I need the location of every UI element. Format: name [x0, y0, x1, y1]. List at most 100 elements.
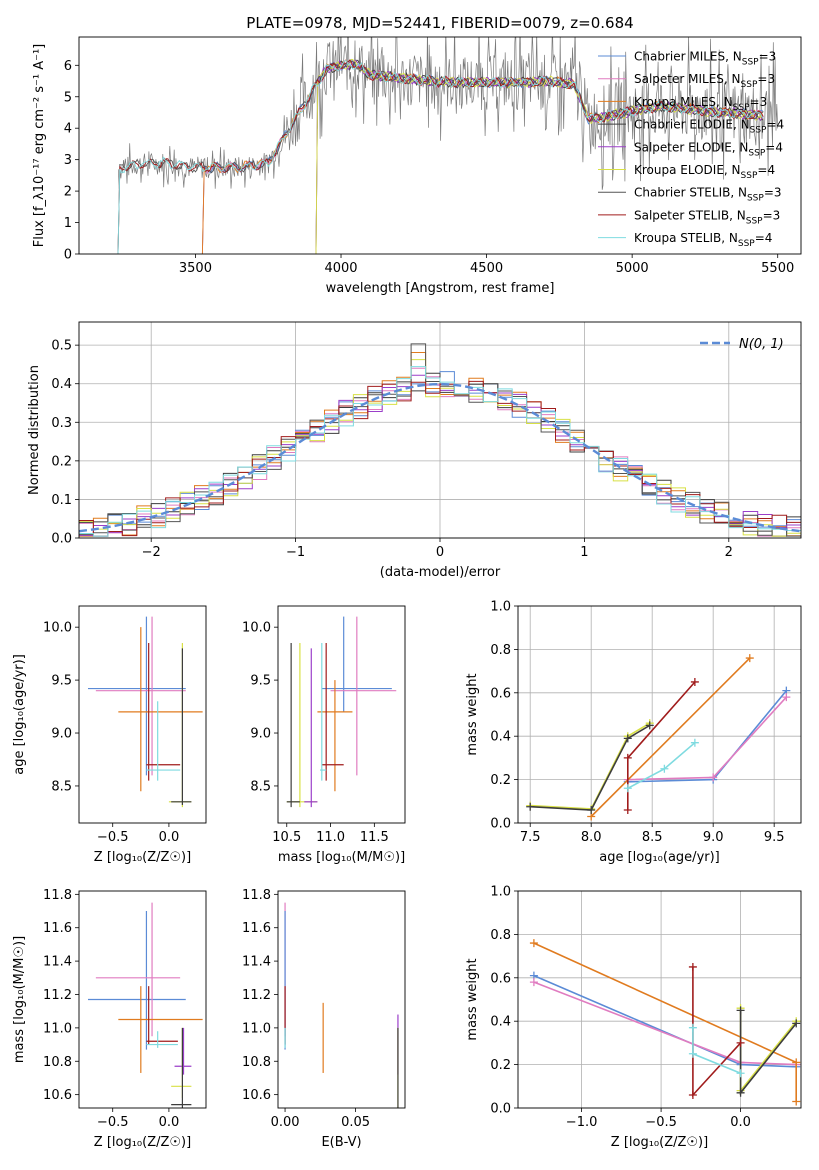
- errorbar-point: [286, 643, 300, 808]
- errorbar-point: [330, 616, 397, 776]
- y-tick-label: 1.0: [490, 885, 511, 900]
- errorbar-point: [171, 648, 192, 806]
- legend-entry: Kroupa STELIB, NSSP=4: [634, 231, 772, 249]
- axes-frame: [517, 890, 802, 1109]
- weight-line: [530, 724, 651, 811]
- x-tick-label: 10.5: [272, 830, 301, 845]
- weight-marker: [736, 1088, 745, 1097]
- x-axis-label: Z [log₁₀(Z/Z☉)]: [94, 850, 191, 865]
- y-tick-label: 0.8: [490, 643, 511, 658]
- x-tick-label: 0.05: [341, 1115, 370, 1130]
- histogram-salpeter-stelib: [79, 380, 801, 537]
- y-tick-label: 0.0: [490, 1102, 511, 1117]
- plot-area: [117, 37, 779, 254]
- y-tick-label: 11.0: [43, 1021, 72, 1036]
- y-axis-label: Flux [f_λ10⁻¹⁷ erg cm⁻² s⁻¹ A⁻¹]: [32, 44, 47, 248]
- x-tick-label: 0.00: [271, 1115, 300, 1130]
- x-tick-label: 5500: [761, 261, 794, 276]
- x-tick-label: 3500: [179, 261, 212, 276]
- legend-entry: Salpeter ELODIE, NSSP=4: [634, 140, 783, 158]
- y-tick-label: 11.6: [242, 921, 271, 936]
- axes-residuals: −2 −1 0 1 2 0.0 0.1 0.2 0.3 0.4 0.5 (data-model)/er…: [27, 321, 802, 580]
- y-tick-label: 0.0: [490, 817, 511, 832]
- errorbar-point: [317, 680, 353, 792]
- weight-line: [590, 657, 751, 818]
- x-tick-label: 7.5: [520, 830, 541, 845]
- x-axis-label: Z [log₁₀(Z/Z☉)]: [611, 1135, 708, 1150]
- x-axis-label: age [log₁₀(age/yr)]: [599, 850, 720, 865]
- y-tick-label: 0.4: [490, 730, 511, 745]
- x-tick-label: 8.0: [581, 830, 602, 845]
- x-tick-label: −0.5: [645, 1115, 677, 1130]
- errorbar-point: [87, 911, 186, 1050]
- y-tick-label: 4: [64, 122, 72, 137]
- axes-frame: [78, 321, 802, 539]
- y-tick-label: 6: [64, 59, 72, 74]
- y-tick-label: 8.5: [51, 779, 72, 794]
- weight-marker: [792, 1019, 801, 1028]
- plot-area: [79, 343, 801, 537]
- errorbar-point: [146, 986, 178, 1045]
- errorbar-point: [146, 1031, 178, 1048]
- weight-line: [627, 696, 787, 781]
- axes-mass-age: 10.5 11.0 11.5 8.5 9.0 9.5 10.0 mass [log₁₀(M/M…: [242, 605, 406, 865]
- y-tick-label: 0.6: [490, 686, 511, 701]
- plot-area: [87, 616, 203, 808]
- y-tick-label: 9.5: [250, 674, 271, 689]
- y-tick-label: 10.8: [43, 1055, 72, 1070]
- y-tick-label: 0.5: [51, 339, 72, 354]
- x-tick-label: 11.5: [360, 830, 389, 845]
- y-tick-label: 9.5: [51, 674, 72, 689]
- errorbar-point: [87, 616, 186, 776]
- axes-z-age: −0.5 0.0 8.5 9.0 9.5 10.0 Z [log₁₀(Z/Z☉)] age […: [12, 605, 207, 865]
- x-tick-label: 11.0: [316, 830, 345, 845]
- weight-marker: [792, 1058, 801, 1067]
- y-tick-label: 10.0: [242, 621, 271, 636]
- errorbar-point: [118, 627, 203, 792]
- x-tick-label: 8.5: [642, 830, 663, 845]
- weight-line: [533, 981, 797, 1066]
- plot-area: [284, 902, 399, 1108]
- y-tick-label: 0.6: [490, 971, 511, 986]
- weight-marker: [782, 693, 791, 702]
- x-tick-label: 0: [436, 545, 444, 560]
- weight-marker: [623, 753, 632, 762]
- x-tick-label: −2: [142, 545, 161, 560]
- y-tick-label: 11.8: [43, 888, 72, 903]
- weight-marker: [688, 1090, 697, 1099]
- x-tick-label: 9.0: [703, 830, 724, 845]
- y-tick-label: 9.0: [250, 727, 271, 742]
- legend-entry: Chabrier ELODIE, NSSP=4: [634, 118, 784, 136]
- x-axis-label: Z [log₁₀(Z/Z☉)]: [94, 1135, 191, 1150]
- errorbar-point: [118, 986, 203, 1073]
- errorbar-point: [95, 902, 181, 1037]
- weight-marker: [792, 1097, 801, 1106]
- x-axis-label: E(B-V): [321, 1135, 361, 1150]
- y-tick-label: 11.2: [43, 988, 72, 1003]
- weight-marker: [623, 805, 632, 814]
- axes-frame: [277, 605, 406, 824]
- legend-entry: Chabrier STELIB, NSSP=3: [634, 186, 782, 204]
- x-axis-label: wavelength [Angstrom, rest frame]: [326, 281, 555, 296]
- legend-label: N(0, 1): [739, 337, 784, 352]
- y-tick-label: 2: [64, 185, 72, 200]
- weight-marker: [736, 1038, 745, 1047]
- plot-area: [87, 902, 203, 1108]
- legend-entry: Chabrier MILES, NSSP=3: [634, 50, 776, 68]
- weight-marker: [688, 1049, 697, 1058]
- errorbar-point: [171, 1027, 192, 1098]
- y-tick-label: 0.2: [490, 773, 511, 788]
- weight-marker: [623, 784, 632, 793]
- errorbar-point: [304, 648, 318, 808]
- y-axis-label: mass weight: [465, 958, 480, 1040]
- y-tick-label: 0.4: [490, 1015, 511, 1030]
- figure-title: PLATE=0978, MJD=52441, FIBERID=0079, z=0…: [246, 14, 633, 32]
- x-axis-label: (data-model)/error: [380, 565, 501, 580]
- weight-marker: [690, 677, 699, 686]
- errorbar-point: [168, 643, 192, 808]
- y-tick-label: 0.0: [51, 532, 72, 547]
- axes-frame: [78, 890, 207, 1109]
- y-tick-label: 10.6: [242, 1088, 271, 1103]
- x-tick-label: 0.0: [730, 1115, 751, 1130]
- weight-marker: [660, 764, 669, 773]
